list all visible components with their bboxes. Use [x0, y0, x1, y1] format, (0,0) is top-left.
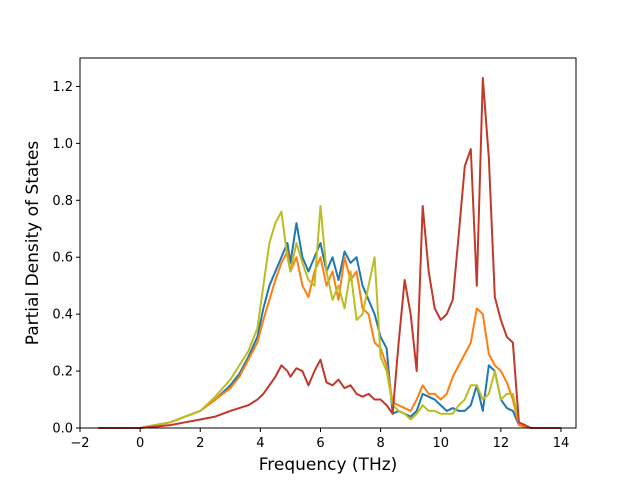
y-tick-label: 0.6: [52, 251, 73, 266]
y-tick-label: 1.2: [52, 80, 73, 95]
series-line-2: [98, 250, 561, 429]
y-tick-label: 1.0: [52, 137, 73, 152]
plot-frame: [79, 57, 577, 429]
x-tick-label: 6: [316, 436, 324, 451]
y-ticks: 0.0 0.2 0.4 0.6 0.8 1.0 1.2: [52, 80, 80, 437]
y-tick-label: 0.8: [52, 194, 73, 209]
x-tick-label: 12: [493, 436, 510, 451]
series-line-4: [98, 76, 561, 429]
y-tick-label: 0.4: [52, 308, 73, 323]
x-tick-label: 14: [553, 436, 570, 451]
x-tick-label: 10: [432, 436, 449, 451]
x-ticks: −2 0 2 4 6 8 10 12 14: [70, 428, 569, 451]
x-tick-label: −2: [70, 436, 89, 451]
series-line-1: [98, 222, 561, 429]
y-tick-label: 0.2: [52, 365, 73, 380]
y-tick-label: 0.0: [52, 422, 73, 437]
x-tick-label: 2: [196, 436, 204, 451]
x-tick-label: 4: [256, 436, 264, 451]
x-axis-label: Frequency (THz): [259, 455, 398, 475]
series-layer: [98, 76, 561, 429]
x-tick-label: 0: [136, 436, 144, 451]
series-line-3: [98, 205, 561, 429]
x-tick-label: 8: [376, 436, 384, 451]
y-axis-label: Partial Density of States: [23, 141, 43, 346]
